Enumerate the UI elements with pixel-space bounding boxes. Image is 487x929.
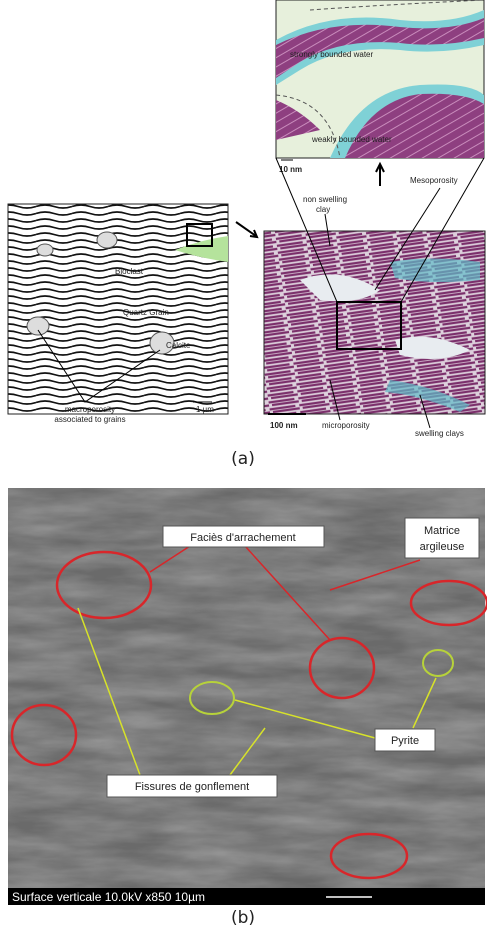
label: macroporosity bbox=[65, 405, 115, 414]
label: Bioclast bbox=[115, 267, 144, 276]
arrow bbox=[235, 221, 259, 239]
caption: (b) bbox=[231, 908, 255, 928]
label: associated to grains bbox=[54, 415, 125, 424]
label: Mesoporosity bbox=[410, 176, 458, 185]
scale-label: 10 nm bbox=[279, 165, 302, 174]
red-circles bbox=[10, 550, 487, 880]
label-box bbox=[374, 728, 436, 752]
label: Matrice bbox=[424, 525, 460, 537]
scale-label: 100 nm bbox=[270, 421, 298, 430]
caption: (a) bbox=[231, 449, 255, 469]
red-leaders bbox=[149, 545, 421, 641]
info-bar: Surface verticale 10.0kV x850 10µm bbox=[12, 890, 205, 904]
label: argileuse bbox=[420, 541, 465, 553]
label-box bbox=[162, 525, 325, 548]
label-box bbox=[404, 517, 480, 559]
label: Faciès d'arrachement bbox=[190, 532, 295, 544]
scale-label: 1 µm bbox=[196, 405, 214, 414]
yellow-leaders bbox=[77, 607, 437, 776]
label: Quartz Grain bbox=[123, 308, 169, 317]
inset-label: strongly bounded water bbox=[290, 50, 374, 59]
inset-label: weakly bounded water bbox=[311, 135, 392, 144]
label: Pyrite bbox=[391, 735, 419, 747]
label: clay bbox=[316, 205, 330, 214]
leader-line bbox=[37, 329, 161, 403]
label: microporosity bbox=[322, 421, 370, 430]
yellow-circles bbox=[189, 649, 454, 715]
arrow bbox=[375, 161, 385, 186]
inset-diagram: strongly bounded water weakly bounded wa… bbox=[275, 0, 485, 174]
clay-panel bbox=[263, 157, 486, 415]
zoom-line bbox=[275, 157, 485, 303]
microstructure-panel bbox=[7, 203, 229, 415]
label: Fissures de gonflement bbox=[135, 781, 249, 793]
label-box bbox=[106, 774, 278, 798]
label: swelling clays bbox=[415, 429, 464, 438]
label: Calcite bbox=[166, 341, 191, 350]
label: non swelling bbox=[303, 195, 347, 204]
